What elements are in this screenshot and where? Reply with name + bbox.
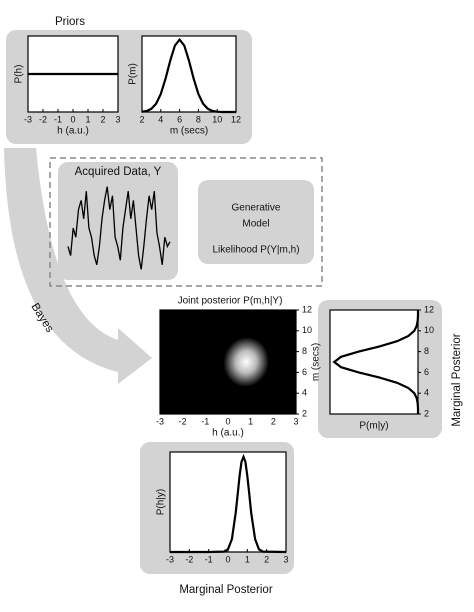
x-tick-label: 1: [85, 114, 90, 124]
x-tick-label: -3: [156, 416, 164, 426]
x-tick-label: -1: [205, 554, 213, 564]
x-tick-label: 0: [225, 416, 230, 426]
plot-frame: [141, 35, 237, 113]
x-tick-label: 2: [139, 114, 144, 124]
x-tick-label: -1: [201, 416, 209, 426]
x-tick-label: -2: [39, 114, 47, 124]
y-tick-label: 2: [424, 408, 429, 418]
x-tick-label: 8: [196, 114, 201, 124]
x-tick-label: 1: [245, 554, 250, 564]
model-panel: [198, 180, 314, 264]
signal: [67, 186, 171, 270]
marginal-m-title: Marginal Posterior: [451, 333, 463, 426]
bayes-arrow: [4, 148, 152, 384]
y-tick-label: 6: [302, 367, 307, 377]
x-label: h (a.u.): [212, 428, 244, 439]
x-tick-label: 1: [248, 416, 253, 426]
curve: [170, 453, 287, 554]
x-tick-label: 0: [70, 114, 75, 124]
model-text: Generative: [232, 203, 281, 214]
curve: [332, 310, 420, 414]
curve: [141, 37, 236, 114]
joint-title: Joint posterior P(m,h|Y): [178, 296, 283, 307]
x-tick-label: -1: [54, 114, 62, 124]
x-tick-label: -3: [24, 114, 32, 124]
dashed-frame: [49, 157, 323, 287]
data-title: Acquired Data, Y: [75, 166, 162, 178]
y-label: m (secs): [311, 343, 322, 381]
likelihood-text: Likelihood P(Y|m,h): [212, 245, 299, 256]
marginal-h-title: Marginal Posterior: [179, 584, 272, 596]
y-tick-label: 2: [302, 408, 307, 418]
plot-frame: [329, 309, 419, 415]
plot-frame: [169, 451, 287, 553]
x-tick-label: -2: [185, 554, 193, 564]
y-tick-label: 12: [302, 304, 312, 314]
x-label: h (a.u.): [57, 126, 89, 137]
x-label: P(m|y): [359, 421, 388, 432]
y-tick-label: 12: [424, 304, 434, 314]
y-label: P(h): [14, 65, 25, 84]
y-tick-label: 10: [424, 325, 434, 335]
x-tick-label: 3: [115, 114, 120, 124]
priors-title: Priors: [55, 16, 85, 28]
y-tick-label: 4: [302, 388, 307, 398]
x-tick-label: 6: [177, 114, 182, 124]
x-tick-label: -3: [166, 554, 174, 564]
x-tick-label: 2: [264, 554, 269, 564]
x-tick-label: -2: [179, 416, 187, 426]
x-tick-label: 3: [293, 416, 298, 426]
x-tick-label: 3: [283, 554, 288, 564]
y-tick-label: 8: [302, 346, 307, 356]
x-label: m (secs): [170, 126, 208, 137]
posterior-blob: [223, 337, 269, 387]
model-text: Model: [242, 219, 269, 230]
x-tick-label: 12: [231, 114, 241, 124]
x-tick-label: 2: [100, 114, 105, 124]
y-tick-label: 4: [424, 388, 429, 398]
y-label: P(h|y): [156, 489, 167, 516]
y-tick-label: 6: [424, 367, 429, 377]
data-panel: [58, 162, 178, 280]
x-tick-label: 4: [158, 114, 163, 124]
y-tick-label: 8: [424, 346, 429, 356]
x-tick-label: 10: [212, 114, 222, 124]
x-tick-label: 2: [271, 416, 276, 426]
y-tick-label: 10: [302, 325, 312, 335]
y-label: P(m): [128, 63, 139, 85]
x-tick-label: 0: [225, 554, 230, 564]
